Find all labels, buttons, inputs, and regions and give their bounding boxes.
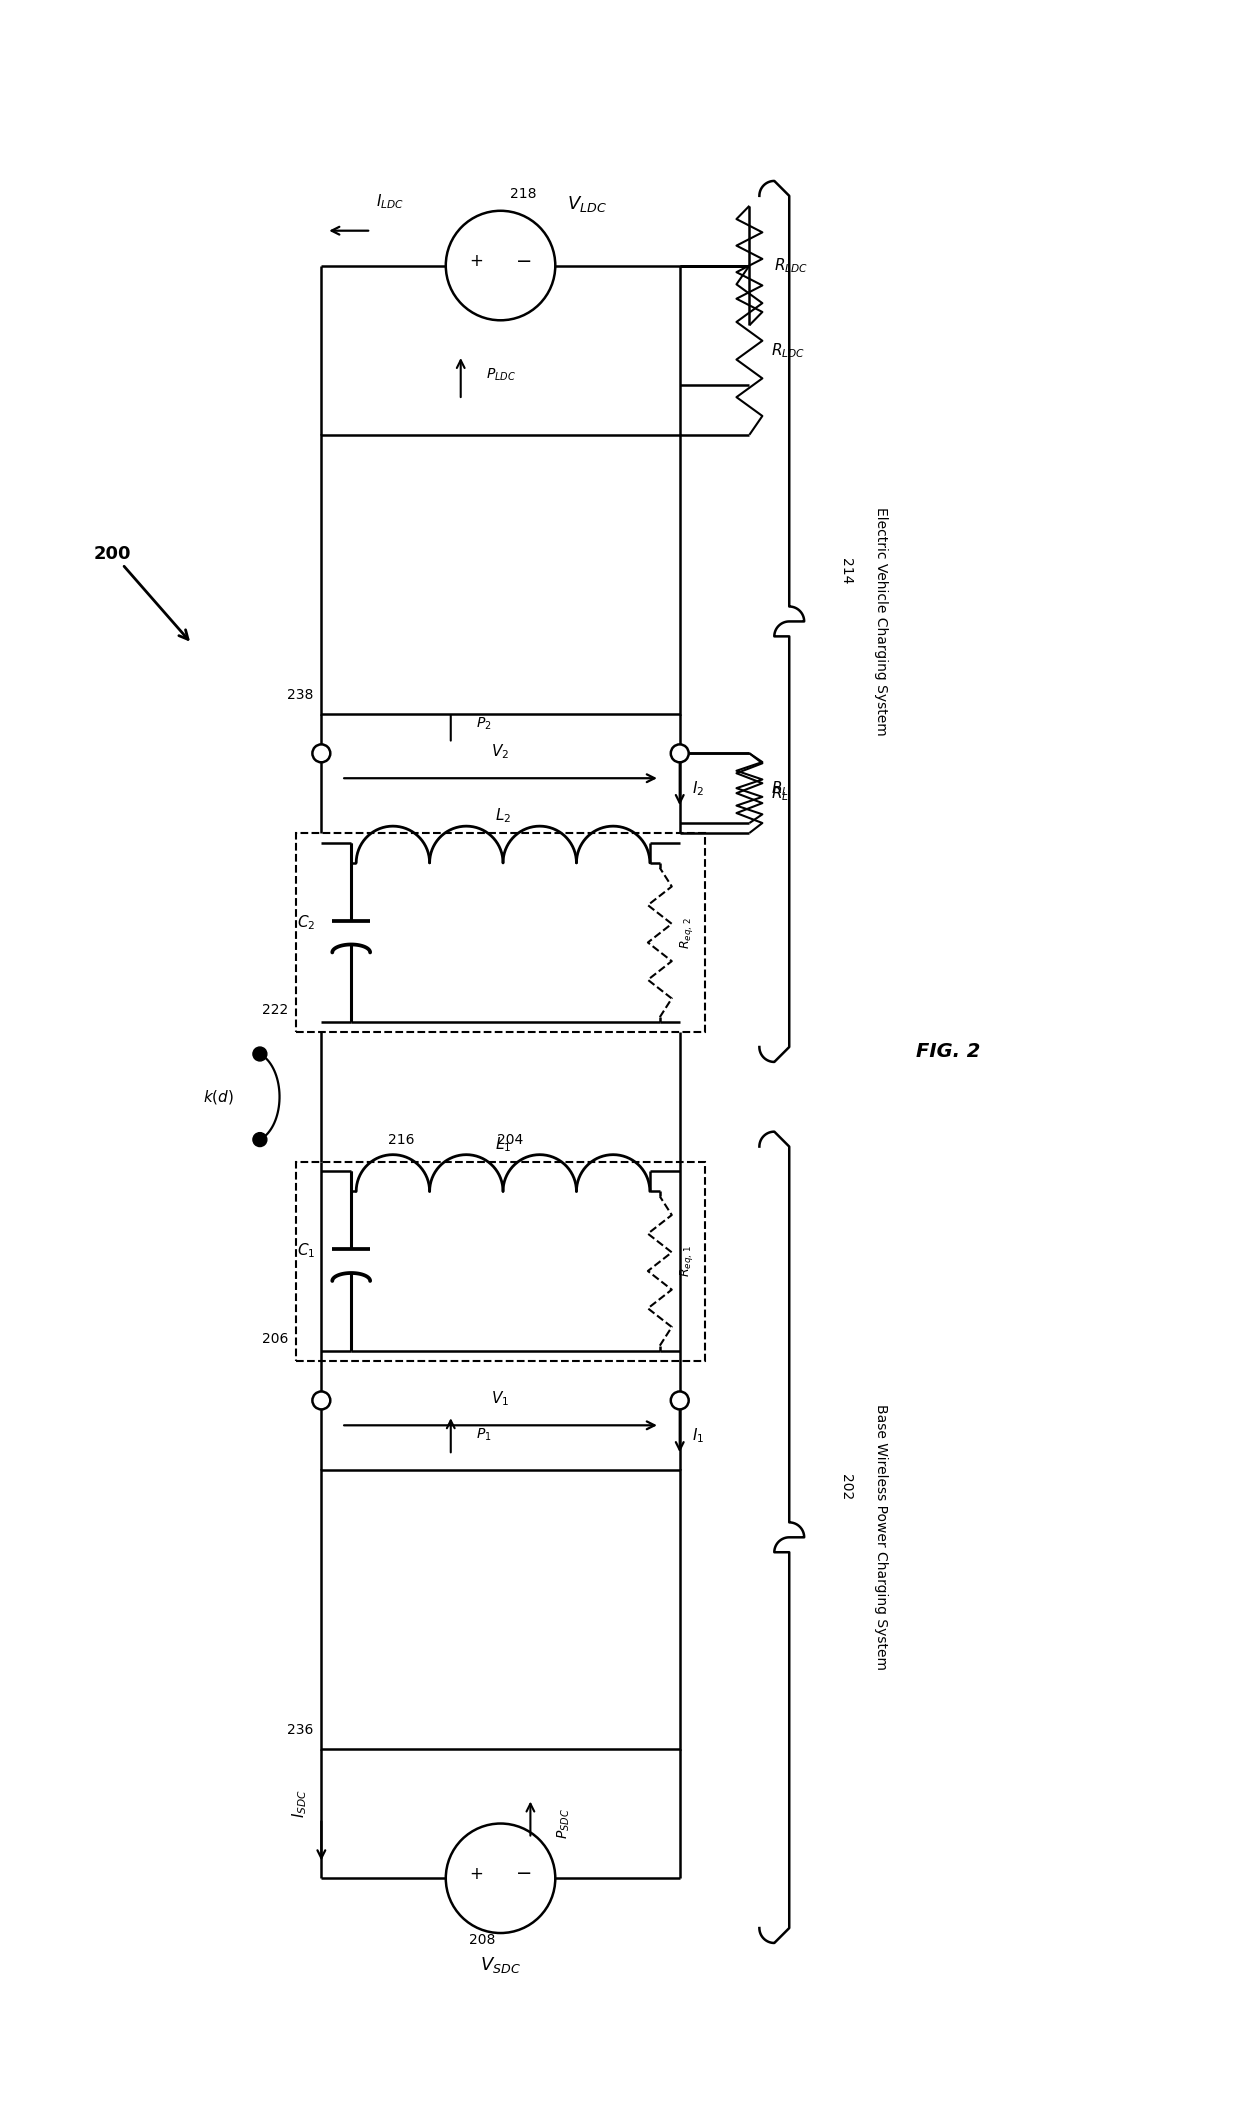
Text: $V_{LDC}$: $V_{LDC}$ bbox=[567, 193, 608, 214]
Circle shape bbox=[312, 744, 330, 763]
Text: $R_{LDC}$: $R_{LDC}$ bbox=[771, 341, 806, 359]
Circle shape bbox=[253, 1047, 267, 1062]
Text: $C_1$: $C_1$ bbox=[298, 1242, 316, 1261]
Text: 238: 238 bbox=[286, 687, 314, 702]
Text: 200: 200 bbox=[93, 544, 131, 563]
Text: +: + bbox=[470, 1864, 484, 1883]
Text: 204: 204 bbox=[497, 1133, 523, 1146]
Circle shape bbox=[671, 744, 688, 763]
Text: $P_{LDC}$: $P_{LDC}$ bbox=[486, 368, 516, 383]
FancyBboxPatch shape bbox=[321, 435, 680, 713]
Text: 206: 206 bbox=[262, 1333, 289, 1345]
Text: 218: 218 bbox=[511, 187, 537, 202]
Text: $I_{SDC}$: $I_{SDC}$ bbox=[290, 1789, 310, 1818]
Text: (1 : n1): (1 : n1) bbox=[475, 1694, 526, 1709]
Text: −: − bbox=[516, 1864, 533, 1883]
Text: 216: 216 bbox=[388, 1133, 414, 1146]
Text: 202: 202 bbox=[839, 1474, 853, 1501]
Text: $L_2$: $L_2$ bbox=[495, 807, 511, 824]
Text: $V_2$: $V_2$ bbox=[491, 742, 510, 761]
Text: $k(d)$: $k(d)$ bbox=[202, 1089, 233, 1106]
Circle shape bbox=[312, 1392, 330, 1408]
Text: $V_{SDC}$: $V_{SDC}$ bbox=[480, 1955, 521, 1976]
Text: $R_{eq,\,1}$: $R_{eq,\,1}$ bbox=[678, 1244, 694, 1278]
Text: 208: 208 bbox=[469, 1934, 496, 1946]
Text: $R_{LDC}$: $R_{LDC}$ bbox=[774, 256, 808, 275]
Text: $R_{eq,\,2}$: $R_{eq,\,2}$ bbox=[678, 916, 694, 948]
Text: Electric Vehicle Charging System: Electric Vehicle Charging System bbox=[874, 507, 888, 736]
Text: Base
Charging
System
Power
Converter: Base Charging System Power Converter bbox=[467, 1520, 533, 1600]
Circle shape bbox=[671, 1392, 688, 1408]
Text: +: + bbox=[470, 252, 484, 271]
Text: $P_2$: $P_2$ bbox=[476, 715, 491, 731]
Text: Electric
Vehicle
Power
Converter: Electric Vehicle Power Converter bbox=[467, 492, 533, 555]
Text: Base Wireless Power Charging System: Base Wireless Power Charging System bbox=[874, 1404, 888, 1671]
FancyBboxPatch shape bbox=[321, 1469, 680, 1749]
Text: $I_1$: $I_1$ bbox=[692, 1425, 704, 1444]
Text: $L_1$: $L_1$ bbox=[495, 1135, 511, 1154]
Text: (n$_2$:1): (n$_2$:1) bbox=[480, 658, 521, 675]
Text: $P_{SDC}$: $P_{SDC}$ bbox=[556, 1808, 572, 1839]
Text: $P_1$: $P_1$ bbox=[476, 1427, 491, 1444]
Text: FIG. 2: FIG. 2 bbox=[916, 1043, 981, 1062]
Circle shape bbox=[253, 1133, 267, 1146]
Text: $C_2$: $C_2$ bbox=[298, 912, 315, 931]
Text: 222: 222 bbox=[262, 1003, 289, 1017]
Text: $I_2$: $I_2$ bbox=[692, 780, 704, 797]
Text: −: − bbox=[516, 252, 533, 271]
Text: 214: 214 bbox=[839, 559, 853, 584]
Text: $R_L$: $R_L$ bbox=[771, 780, 789, 797]
Text: $I_{LDC}$: $I_{LDC}$ bbox=[376, 191, 404, 210]
Text: 236: 236 bbox=[286, 1724, 314, 1736]
Text: $R_L$: $R_L$ bbox=[771, 784, 789, 803]
Text: $V_1$: $V_1$ bbox=[491, 1389, 510, 1408]
